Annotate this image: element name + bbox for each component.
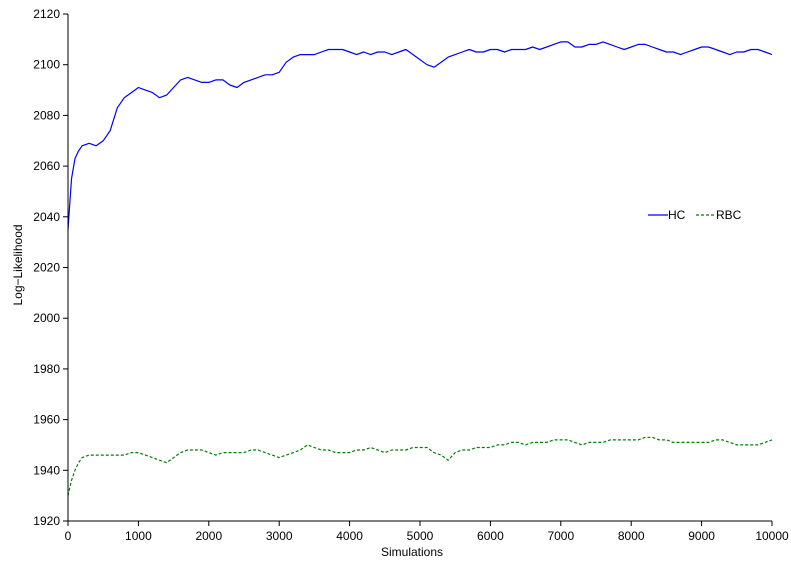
x-tick-label: 3000 (266, 529, 293, 543)
x-tick-label: 8000 (618, 529, 645, 543)
x-tick-label: 0 (65, 529, 72, 543)
y-tick-label: 2040 (33, 210, 60, 224)
y-axis: 1920 1940 1960 1980 2000 2020 2040 2060 2080 2100… (33, 7, 69, 528)
y-tick-label: 2000 (33, 311, 60, 325)
x-tick-label: 5000 (407, 529, 434, 543)
series-line-hc (67, 41, 773, 230)
x-tick-label: 2000 (195, 529, 222, 543)
y-tick-label: 1920 (33, 514, 60, 528)
y-tick-label: 2080 (33, 108, 60, 122)
series-line-rbc (67, 436, 773, 496)
y-tick-label: 2020 (33, 261, 60, 275)
x-tick-label: 7000 (547, 529, 574, 543)
x-axis-title: Simulations (381, 545, 443, 559)
plot-area (67, 41, 773, 496)
y-tick-label: 1940 (33, 463, 60, 477)
y-tick-label: 2120 (33, 7, 60, 21)
legend-label-rbc: RBC (716, 208, 742, 222)
x-tick-label: 1000 (125, 529, 152, 543)
x-axis: 0 1000 2000 3000 4000 5000 6000 7000 8000 9000 100… (65, 520, 789, 543)
x-tick-label: 6000 (477, 529, 504, 543)
y-tick-label: 1980 (33, 362, 60, 376)
x-tick-label: 9000 (688, 529, 715, 543)
legend: HC RBC (648, 208, 742, 222)
x-tick-label: 10000 (755, 529, 789, 543)
legend-label-hc: HC (668, 208, 686, 222)
x-tick-label: 4000 (336, 529, 363, 543)
y-tick-label: 1960 (33, 413, 60, 427)
y-tick-label: 2100 (33, 58, 60, 72)
y-axis-title: Log−Likelihood (11, 224, 25, 305)
y-tick-label: 2060 (33, 159, 60, 173)
